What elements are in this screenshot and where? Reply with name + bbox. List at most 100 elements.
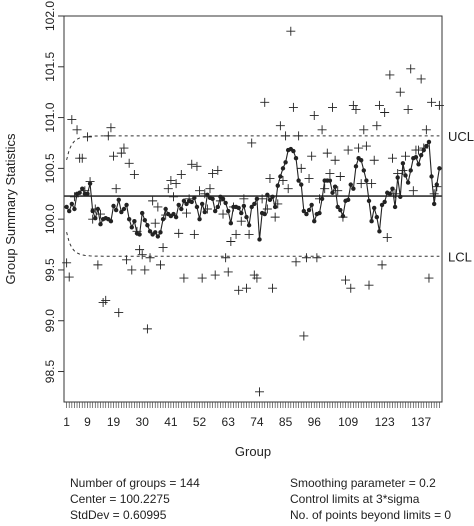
ewma-point xyxy=(429,174,434,179)
summary-point xyxy=(98,297,108,307)
summary-point xyxy=(385,70,395,80)
ewma-point xyxy=(332,184,338,189)
ewma-point xyxy=(226,208,231,214)
x-tick-label: 9 xyxy=(84,415,91,429)
summary-point xyxy=(109,151,119,161)
x-tick-label: 1 xyxy=(63,415,70,429)
ewma-point xyxy=(246,223,252,228)
summary-point xyxy=(395,87,405,97)
summary-point xyxy=(241,283,251,293)
summary-point xyxy=(424,273,434,283)
ewma-point xyxy=(405,180,411,185)
summary-point xyxy=(168,192,178,202)
summary-point xyxy=(244,229,254,239)
y-tick-label: 100.0 xyxy=(43,204,57,234)
summary-point xyxy=(192,161,202,171)
summary-point xyxy=(64,272,74,282)
summary-point xyxy=(234,285,244,295)
ewma-point xyxy=(184,201,189,207)
ewma-point xyxy=(189,199,194,205)
ewma-point xyxy=(205,192,210,197)
stat-number-of-groups: Number of groups = 144 xyxy=(70,476,200,490)
ewma-point xyxy=(236,205,241,211)
summary-point xyxy=(320,184,330,194)
ewma-point xyxy=(306,207,312,213)
ewma-point xyxy=(319,196,325,202)
ewma-point xyxy=(345,197,351,203)
summary-point xyxy=(262,204,272,214)
ewma-point xyxy=(312,218,317,224)
summary-point xyxy=(187,159,197,169)
ewma-point xyxy=(392,204,398,210)
ewma-point xyxy=(77,190,82,195)
ewma-point xyxy=(163,206,168,212)
summary-point xyxy=(374,100,384,110)
summary-point xyxy=(343,145,353,155)
ewma-point xyxy=(369,218,374,224)
x-tick-label: 123 xyxy=(375,415,395,429)
ewma-point xyxy=(257,237,262,242)
ewma-point xyxy=(278,174,283,179)
ewma-point xyxy=(223,200,228,206)
ewma-point xyxy=(98,222,103,227)
ewma-point xyxy=(220,196,226,202)
y-tick-label: 101.0 xyxy=(43,102,57,132)
summary-point xyxy=(67,115,77,125)
summary-point xyxy=(174,228,184,238)
ewma-point xyxy=(377,229,382,234)
summary-point xyxy=(239,194,249,204)
summary-point xyxy=(195,186,205,196)
summary-point xyxy=(429,189,439,199)
summary-point xyxy=(93,260,103,270)
y-tick-label: 102.0 xyxy=(43,1,57,31)
x-tick-label: 137 xyxy=(411,415,431,429)
ewma-point xyxy=(181,198,187,204)
ewma-point xyxy=(93,215,98,221)
summary-point xyxy=(197,273,207,283)
summary-point xyxy=(317,125,327,135)
stat-stddev: StdDev = 0.60995 xyxy=(70,508,167,522)
y-tick-label: 99.5 xyxy=(43,258,57,282)
ewma-point xyxy=(179,206,184,212)
summary-point xyxy=(142,324,152,334)
ewma-point xyxy=(426,139,432,145)
summary-point xyxy=(182,208,192,218)
summary-point xyxy=(72,125,82,135)
summary-point xyxy=(341,275,351,285)
summary-point xyxy=(427,97,437,107)
summary-point xyxy=(95,209,105,219)
ewma-line xyxy=(66,140,440,240)
summary-point xyxy=(265,174,275,184)
summary-point xyxy=(252,273,262,283)
ewma-point xyxy=(147,229,153,234)
ewma-point xyxy=(361,168,366,173)
summary-point xyxy=(283,184,293,194)
summary-point xyxy=(114,308,124,318)
ewma-point xyxy=(241,203,247,209)
summary-point xyxy=(221,253,231,263)
stat-center: Center = 100.2275 xyxy=(70,492,170,506)
ewma-point xyxy=(132,218,137,224)
ewma-point xyxy=(418,152,424,158)
y-tick-label: 101.5 xyxy=(43,51,57,81)
summary-point xyxy=(189,229,199,239)
summary-point xyxy=(434,100,444,110)
ewma-point xyxy=(348,182,353,187)
x-tick-label: 96 xyxy=(308,415,322,429)
ewma-point xyxy=(335,204,340,210)
summary-point xyxy=(140,265,150,275)
ewma-point xyxy=(119,209,124,215)
summary-point xyxy=(145,253,155,263)
ewma-point xyxy=(95,206,101,212)
summary-point xyxy=(124,158,134,168)
summary-point xyxy=(103,131,113,141)
ewma-point xyxy=(129,225,134,230)
ewma-point xyxy=(194,204,200,210)
summary-point xyxy=(116,148,126,158)
summary-point xyxy=(364,280,374,290)
y-tick-label: 98.5 xyxy=(43,360,57,384)
ewma-point xyxy=(116,197,121,203)
ewma-point xyxy=(272,204,278,210)
ewma-point xyxy=(213,208,218,214)
